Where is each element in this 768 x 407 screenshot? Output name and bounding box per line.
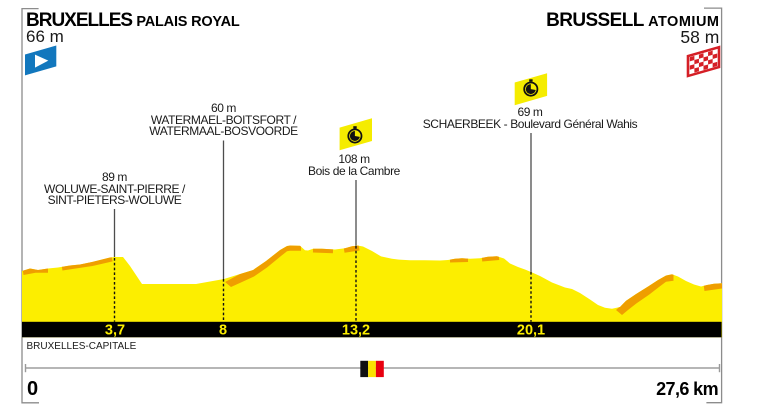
- svg-text:3,7: 3,7: [105, 323, 125, 339]
- svg-text:20,1: 20,1: [517, 323, 545, 339]
- svg-text:13,2: 13,2: [342, 323, 370, 339]
- svg-text:8: 8: [219, 323, 227, 339]
